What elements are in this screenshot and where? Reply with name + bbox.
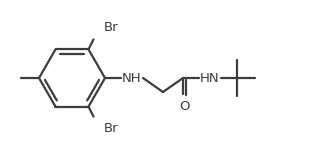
Text: Br: Br	[103, 21, 118, 34]
Text: NH: NH	[122, 71, 142, 84]
Text: Br: Br	[103, 122, 118, 135]
Text: HN: HN	[200, 71, 220, 84]
Text: O: O	[179, 100, 190, 113]
